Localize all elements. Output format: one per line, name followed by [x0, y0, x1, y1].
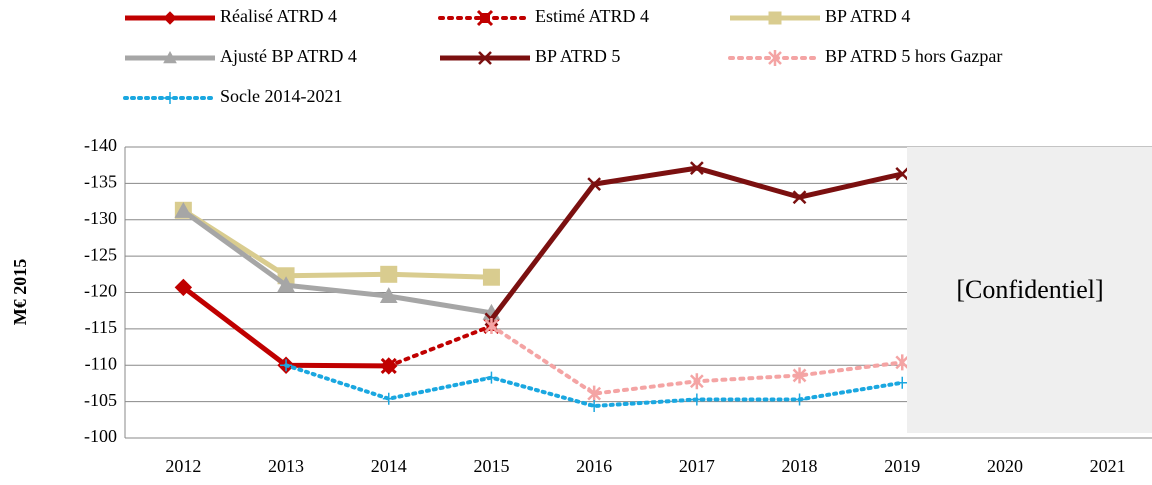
series-line	[181, 208, 492, 316]
y-tick-label: -120	[84, 281, 117, 301]
marker	[174, 278, 193, 297]
marker	[174, 201, 193, 218]
legend-label: Ajusté BP ATRD 4	[220, 46, 357, 66]
x-tick-label: 2021	[1090, 456, 1126, 476]
legend-label: BP ATRD 4	[825, 6, 910, 26]
marker	[379, 287, 398, 304]
series-line	[182, 208, 492, 280]
marker-part	[476, 9, 494, 27]
x-tick-label: 2015	[473, 456, 509, 476]
marker	[587, 177, 602, 191]
x-tick-label: 2018	[782, 456, 818, 476]
marker	[690, 393, 703, 406]
confidential-box	[907, 147, 1152, 433]
y-tick-label: -135	[84, 172, 117, 192]
marker	[792, 190, 807, 205]
legend-label: BP ATRD 5	[535, 46, 620, 66]
marker	[588, 399, 601, 412]
marker	[485, 371, 498, 384]
marker	[478, 51, 492, 65]
y-tick-label: -130	[84, 208, 117, 228]
y-tick-label: -115	[85, 317, 117, 337]
marker	[163, 11, 177, 25]
y-tick-label: -140	[84, 135, 117, 155]
y-tick-label: -100	[84, 426, 117, 446]
marker	[689, 373, 704, 390]
x-tick-label: 2014	[371, 456, 407, 476]
legend-label: Socle 2014-2021	[220, 86, 342, 106]
x-tick-label: 2019	[884, 456, 920, 476]
y-axis-label: M€ 2015	[10, 259, 30, 326]
marker	[277, 276, 295, 293]
marker	[895, 167, 910, 181]
marker	[382, 392, 395, 405]
legend-label: BP ATRD 5 hors Gazpar	[825, 46, 1002, 66]
y-tick-label: -125	[84, 244, 117, 264]
marker	[768, 11, 782, 25]
marker	[164, 92, 176, 104]
marker	[768, 50, 782, 66]
marker	[482, 268, 500, 286]
annotation: [Confidentiel]	[956, 275, 1103, 304]
marker	[689, 161, 704, 175]
y-tick-label: -110	[85, 353, 117, 373]
marker	[280, 359, 293, 372]
marker	[792, 367, 807, 384]
marker	[896, 376, 909, 389]
marker-part	[380, 357, 397, 375]
marker	[380, 357, 397, 375]
x-tick-label: 2017	[679, 456, 715, 476]
series-line	[386, 323, 494, 368]
marker	[484, 317, 499, 334]
x-tick-label: 2012	[165, 456, 201, 476]
series-line	[181, 285, 389, 369]
legend-label: Réalisé ATRD 4	[220, 6, 337, 26]
x-tick-label: 2016	[576, 456, 612, 476]
x-tick-label: 2013	[268, 456, 304, 476]
series-line	[489, 165, 903, 321]
y-tick-label: -105	[84, 390, 117, 410]
x-tick-label: 2020	[987, 456, 1023, 476]
marker	[163, 50, 177, 64]
marker	[380, 265, 398, 283]
marker	[587, 385, 602, 402]
marker	[793, 393, 806, 406]
marker	[895, 354, 910, 371]
legend-label: Estimé ATRD 4	[535, 6, 649, 26]
marker	[476, 9, 494, 27]
